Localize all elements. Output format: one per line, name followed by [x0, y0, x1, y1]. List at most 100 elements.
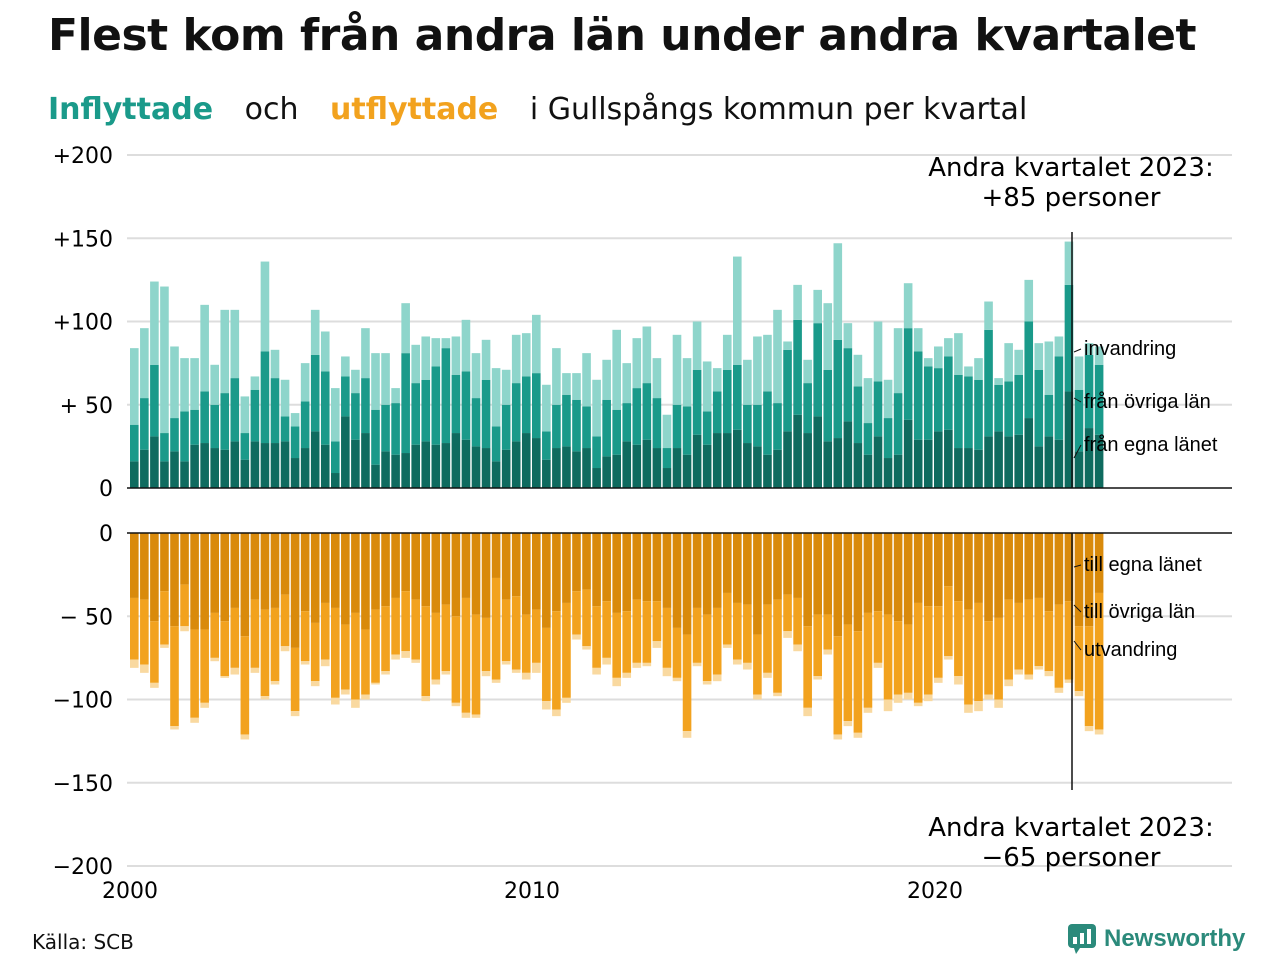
outflow-bar-segment	[863, 533, 873, 613]
outflow-bar-segment	[652, 533, 662, 602]
inflow-bar-segment	[1084, 354, 1094, 429]
outflow-bar-segment	[964, 609, 973, 705]
outflow-bar-segment	[793, 533, 802, 598]
outflow-bar-segment	[210, 612, 219, 658]
inflow-bar-segment	[130, 461, 139, 488]
inflow-bar-segment	[230, 309, 240, 379]
inflow-bar-segment	[421, 441, 431, 488]
inflow-bar-segment	[260, 261, 270, 352]
outflow-bar-segment	[1064, 679, 1074, 683]
outflow-bar-segment	[954, 676, 963, 685]
inflow-bar-segment	[934, 368, 943, 432]
outflow-bar-segment	[260, 609, 270, 697]
inflow-bar-segment	[180, 358, 189, 412]
inflow-bar-segment	[954, 374, 963, 449]
inflow-bar-segment	[1024, 279, 1034, 322]
outflow-bar-segment	[461, 597, 471, 713]
outflow-bar-segment	[763, 533, 772, 605]
inflow-bar-segment	[632, 444, 642, 488]
outflow-bar-segment	[220, 621, 230, 677]
outflow-bar-segment	[1094, 592, 1104, 730]
outflow-bar-segment	[310, 681, 320, 687]
outflow-bar-segment	[994, 533, 1003, 618]
inflow-bar-segment	[200, 304, 209, 392]
inflow-bar-segment	[532, 314, 541, 374]
stack-label-leader	[1073, 348, 1082, 353]
inflow-bar-segment	[964, 366, 973, 377]
inflow-bar-segment	[813, 289, 822, 324]
source-note: Källa: SCB	[32, 930, 134, 954]
inflow-bar-segment	[381, 451, 390, 488]
inflow-bar-segment	[481, 339, 491, 380]
inflow-bar-segment	[873, 381, 883, 437]
inflow-bar-segment	[320, 444, 330, 488]
inflow-bar-segment	[803, 433, 812, 488]
outflow-bar-segment	[1024, 674, 1034, 680]
outflow-bar-segment	[853, 732, 863, 738]
outflow-bar-segment	[893, 533, 903, 622]
inflow-bar-segment	[1094, 434, 1104, 488]
outflow-bar-segment	[542, 627, 551, 702]
outflow-bar-segment	[521, 533, 531, 615]
inflow-bar-segment	[692, 321, 702, 370]
inflow-bar-segment	[441, 338, 451, 349]
outflow-bar-segment	[421, 606, 431, 697]
inflow-bar-segment	[934, 431, 943, 488]
outflow-bar-segment	[220, 533, 230, 622]
outflow-bar-segment	[200, 702, 209, 708]
inflow-bar-segment	[733, 429, 742, 488]
outflow-bar-segment	[773, 599, 782, 693]
inflow-bar-segment	[351, 439, 360, 488]
outflow-bar-segment	[843, 533, 853, 625]
inflow-bar-segment	[552, 404, 561, 449]
y-tick-label: −100	[53, 689, 113, 714]
outflow-bar-segment	[140, 599, 149, 665]
stack-label-out: utvandring	[1084, 639, 1177, 661]
outflow-bar-segment	[883, 614, 893, 700]
inflow-bar-segment	[361, 328, 370, 379]
outflow-bar-segment	[1054, 604, 1064, 688]
outflow-bar-segment	[602, 601, 611, 658]
outflow-bar-segment	[1014, 533, 1023, 603]
outflow-bar-segment	[300, 661, 310, 665]
outflow-bar-segment	[893, 621, 903, 695]
inflow-bar-segment	[461, 439, 471, 488]
outflow-bar-segment	[582, 589, 591, 647]
outflow-bar-segment	[692, 607, 702, 663]
outflow-bar-segment	[873, 533, 883, 612]
inflow-bar-segment	[1014, 434, 1023, 488]
inflow-bar-segment	[150, 364, 159, 437]
stack-label-out: till övriga län	[1084, 601, 1195, 623]
stack-label-in: från egna länet	[1084, 434, 1218, 456]
inflow-bar-segment	[552, 348, 561, 405]
inflow-bar-segment	[361, 378, 370, 434]
inflow-bar-segment	[331, 473, 340, 488]
inflow-bar-segment	[351, 369, 360, 394]
inflow-bar-segment	[903, 328, 913, 420]
inflow-bar-segment	[552, 448, 561, 488]
callout-top-line2: +85 personer	[982, 183, 1161, 213]
inflow-bar-segment	[1074, 389, 1084, 452]
inflow-bar-segment	[371, 353, 380, 410]
outflow-bar-segment	[491, 679, 501, 683]
inflow-bar-segment	[1014, 374, 1023, 435]
inflow-bar-segment	[331, 441, 340, 474]
outflow-bar-segment	[511, 669, 521, 673]
inflow-bar-segment	[853, 386, 863, 444]
inflow-bar-segment	[672, 404, 682, 449]
inflow-bar-segment	[130, 348, 139, 425]
inflow-bar-segment	[441, 443, 451, 488]
inflow-bar-segment	[491, 461, 501, 488]
outflow-bar-segment	[1034, 666, 1044, 670]
outflow-bar-segment	[944, 656, 953, 660]
outflow-bar-segment	[210, 533, 219, 613]
outflow-bar-segment	[843, 721, 853, 727]
inflow-bar-segment	[190, 358, 199, 410]
inflow-bar-segment	[280, 416, 290, 442]
outflow-bar-segment	[722, 592, 732, 645]
inflow-bar-segment	[270, 378, 280, 444]
inflow-bar-segment	[934, 346, 943, 369]
outflow-bar-segment	[320, 659, 330, 667]
outflow-bar-segment	[572, 591, 581, 635]
inflow-bar-segment	[280, 379, 290, 417]
